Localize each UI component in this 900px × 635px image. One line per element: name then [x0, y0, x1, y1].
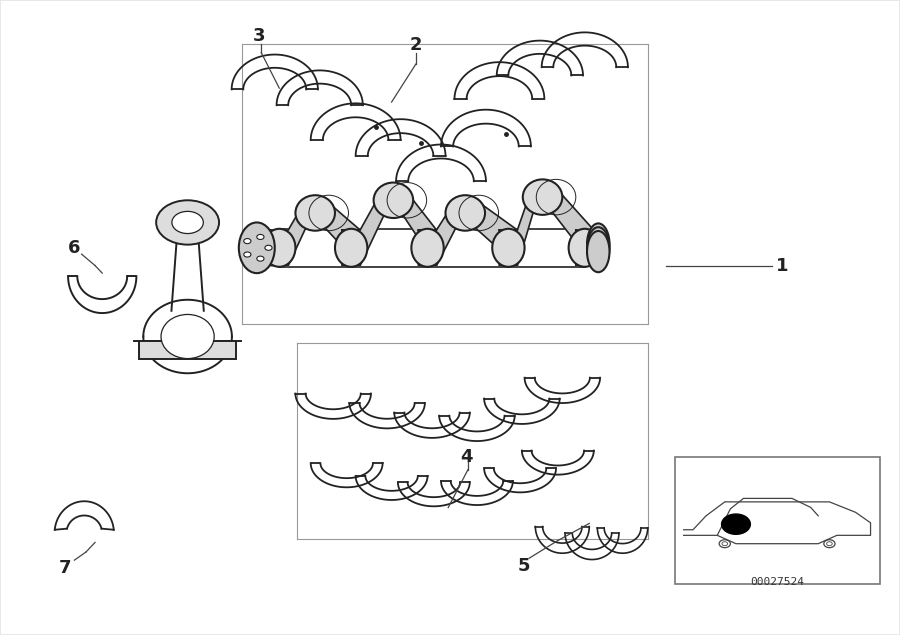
Ellipse shape — [295, 195, 335, 231]
Ellipse shape — [446, 195, 485, 231]
Polygon shape — [500, 183, 534, 265]
Circle shape — [265, 245, 272, 250]
Text: 6: 6 — [68, 239, 81, 257]
Bar — [675, 457, 879, 584]
Ellipse shape — [157, 200, 219, 244]
Polygon shape — [418, 199, 456, 265]
Text: 1: 1 — [776, 257, 788, 274]
Ellipse shape — [374, 182, 413, 218]
Bar — [139, 341, 237, 359]
Ellipse shape — [587, 231, 609, 272]
Ellipse shape — [263, 229, 295, 267]
Text: 5: 5 — [518, 557, 530, 575]
Ellipse shape — [335, 229, 367, 267]
Ellipse shape — [523, 179, 562, 215]
Ellipse shape — [411, 229, 444, 267]
Ellipse shape — [587, 227, 609, 269]
Circle shape — [244, 239, 251, 244]
Ellipse shape — [587, 224, 609, 265]
Ellipse shape — [492, 229, 525, 267]
Text: 00027524: 00027524 — [750, 577, 804, 587]
Text: 4: 4 — [460, 448, 473, 466]
Text: 7: 7 — [59, 559, 72, 577]
Polygon shape — [402, 186, 436, 265]
Circle shape — [244, 252, 251, 257]
Ellipse shape — [569, 229, 601, 267]
Polygon shape — [324, 199, 360, 265]
Circle shape — [256, 234, 264, 239]
Polygon shape — [474, 199, 518, 265]
Text: 2: 2 — [410, 36, 422, 54]
Ellipse shape — [161, 314, 214, 359]
Ellipse shape — [172, 211, 203, 234]
Polygon shape — [270, 199, 306, 265]
Ellipse shape — [238, 222, 274, 273]
Circle shape — [256, 256, 264, 261]
Text: 3: 3 — [253, 27, 266, 44]
Polygon shape — [342, 186, 384, 265]
Polygon shape — [552, 183, 594, 265]
Circle shape — [722, 514, 751, 534]
